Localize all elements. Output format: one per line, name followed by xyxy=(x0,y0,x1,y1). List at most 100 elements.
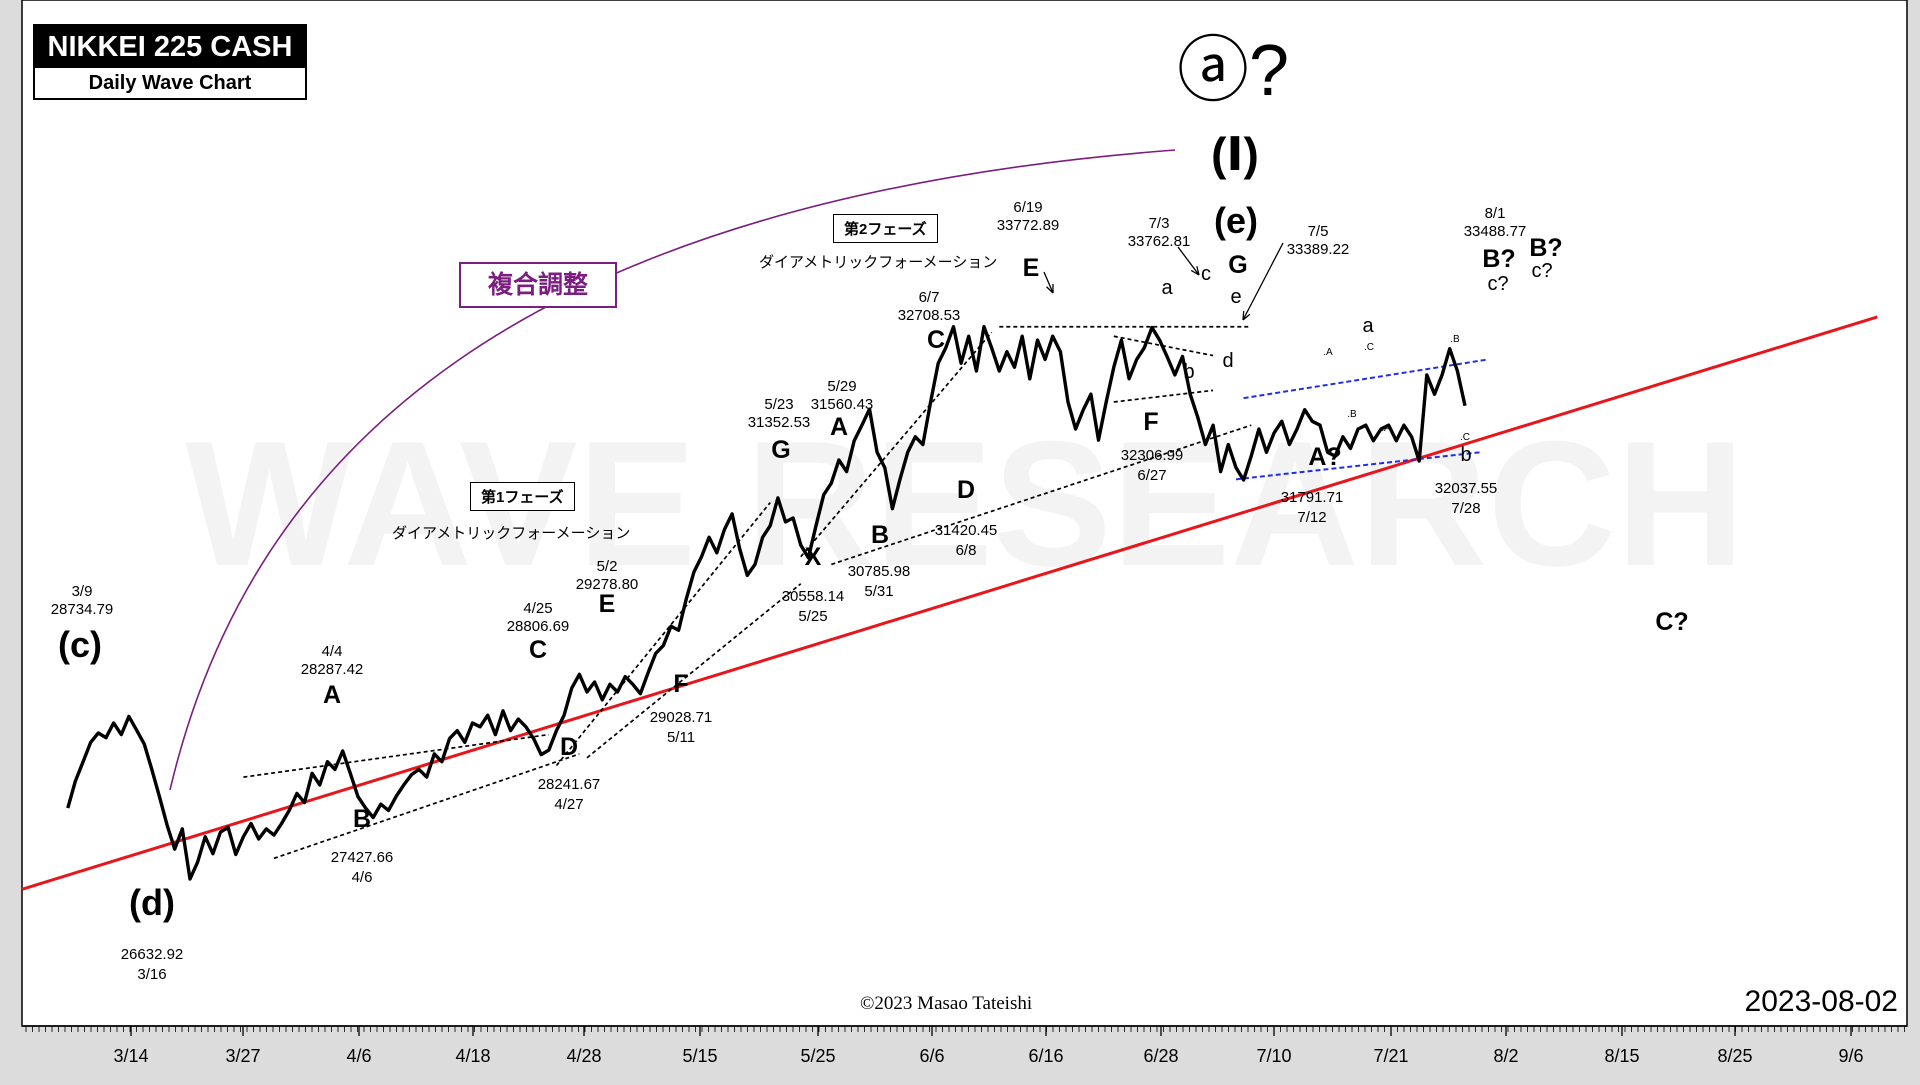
wave-label: C? xyxy=(1655,608,1688,636)
annotation-value: 33772.89 xyxy=(997,217,1060,234)
x-tick-label: 7/10 xyxy=(1256,1046,1291,1066)
wave-label: B xyxy=(353,805,371,833)
annotation-date: 5/25 xyxy=(798,608,827,625)
wave-label: X xyxy=(805,543,822,571)
wave-label: a xyxy=(1161,277,1173,299)
wave-label: (e) xyxy=(1214,200,1258,241)
annotation-value: 27427.66 xyxy=(331,849,394,866)
phase2-note: ダイアメトリックフォーメーション xyxy=(759,254,998,271)
triangle-trendline xyxy=(1113,389,1214,403)
wave-label: (Ⅰ) xyxy=(1211,128,1259,180)
wave-label: b xyxy=(1183,361,1194,383)
phase1-trendline xyxy=(586,583,802,759)
wave-label: E xyxy=(599,590,616,618)
annotation-date: 5/23 xyxy=(764,396,793,413)
annotation-date: 3/16 xyxy=(137,966,166,983)
x-tick-label: 6/6 xyxy=(919,1046,944,1066)
annotation-date: 7/12 xyxy=(1297,509,1326,526)
x-tick-label: 9/6 xyxy=(1838,1046,1863,1066)
wave-label: B xyxy=(871,521,889,549)
annotation-arrow xyxy=(1242,242,1284,321)
annotation-value: 28241.67 xyxy=(538,776,601,793)
date-stamp: 2023-08-02 xyxy=(1744,985,1898,1018)
annotation-value: 28806.69 xyxy=(507,618,570,635)
complex-arc xyxy=(169,149,1176,791)
wave-label: (c) xyxy=(58,624,102,665)
annotation-value: 33762.81 xyxy=(1128,233,1191,250)
annotation-date: 5/11 xyxy=(667,729,695,746)
channel-upper-line xyxy=(1243,358,1489,400)
x-tick-label: 8/2 xyxy=(1493,1046,1518,1066)
annotation-arrow xyxy=(1043,271,1054,294)
annotation-date: 4/27 xyxy=(554,796,583,813)
phase1-trendline xyxy=(555,501,771,767)
annotation-date: 7/3 xyxy=(1149,215,1170,232)
annotation-date: 7/28 xyxy=(1451,500,1480,517)
wave-label: G xyxy=(771,436,790,464)
channel-lower-line xyxy=(1235,451,1481,481)
annotation-arrowhead xyxy=(1190,266,1200,276)
annotation-value: 31420.45 xyxy=(935,522,998,539)
annotation-date: 4/6 xyxy=(352,869,373,886)
wave-label: E xyxy=(1023,254,1040,282)
wave-label: F xyxy=(1143,408,1158,436)
chart-title: NIKKEI 225 CASH xyxy=(35,26,305,68)
wave-label: C xyxy=(927,326,945,354)
chart-title-box: NIKKEI 225 CASH Daily Wave Chart xyxy=(33,24,307,100)
annotation-date: 6/27 xyxy=(1137,467,1166,484)
annotation-value: 30558.14 xyxy=(782,588,845,605)
wave-label: b xyxy=(1460,444,1471,466)
wave-label: B? xyxy=(1529,234,1562,262)
annotation-value: 28734.79 xyxy=(51,601,114,618)
x-tick-label: 6/28 xyxy=(1143,1046,1178,1066)
wave-label: .C xyxy=(1364,342,1374,353)
wave-label: d xyxy=(1222,350,1233,372)
wave-label: .B xyxy=(1347,409,1357,420)
wave-label: D xyxy=(957,476,975,504)
wave-label: .B xyxy=(1450,334,1460,345)
x-tick-label: 8/15 xyxy=(1604,1046,1639,1066)
x-tick-label: 4/28 xyxy=(566,1046,601,1066)
phase1-trendline xyxy=(273,753,580,860)
phase2-trendline xyxy=(800,331,993,558)
annotation-value: 30785.98 xyxy=(848,563,911,580)
annotation-date: 5/2 xyxy=(597,558,618,575)
wave-label: ⓐ? xyxy=(1177,31,1289,111)
wave-label: (d) xyxy=(129,882,175,923)
annotation-arrowhead xyxy=(1046,283,1054,294)
wave-label: D xyxy=(560,733,578,761)
annotation-date: 7/5 xyxy=(1308,223,1329,240)
wave-label: F xyxy=(673,670,688,698)
wave-label: A xyxy=(323,681,341,709)
complex-correction-label: 複合調整 xyxy=(459,262,617,308)
annotation-value: 32708.53 xyxy=(898,307,961,324)
copyright: ©2023 Masao Tateishi xyxy=(860,993,1033,1014)
wave-label: c? xyxy=(1531,260,1552,282)
annotation-value: 32306.99 xyxy=(1121,447,1184,464)
support-trendline xyxy=(21,315,1878,891)
wave-label: .C xyxy=(1460,432,1470,443)
phase1-label: 第1フェーズ xyxy=(470,482,575,511)
annotation-date: 5/29 xyxy=(827,378,856,395)
phase1-trendline xyxy=(243,733,549,778)
x-tick-label: 5/25 xyxy=(800,1046,835,1066)
annotation-date: 6/19 xyxy=(1013,199,1042,216)
x-tick-label: 5/15 xyxy=(682,1046,717,1066)
wave-label: .A xyxy=(1323,347,1333,358)
annotation-value: 28287.42 xyxy=(301,661,364,678)
annotation-date: 8/1 xyxy=(1485,205,1506,222)
wave-label: A xyxy=(830,413,848,441)
annotation-arrow xyxy=(1177,246,1200,276)
wave-label: c? xyxy=(1487,273,1508,295)
wave-label: A? xyxy=(1308,443,1341,471)
wave-label: .A xyxy=(1381,423,1391,434)
annotation-value: 26632.92 xyxy=(121,946,184,963)
wave-label: C xyxy=(529,636,547,664)
phase2-label: 第2フェーズ xyxy=(833,214,938,243)
plot-area xyxy=(21,0,1908,1027)
x-tick-label: 4/18 xyxy=(455,1046,490,1066)
phase2-trendline xyxy=(831,424,1252,566)
phase1-note: ダイアメトリックフォーメーション xyxy=(392,525,631,542)
chart-subtitle: Daily Wave Chart xyxy=(88,72,252,94)
